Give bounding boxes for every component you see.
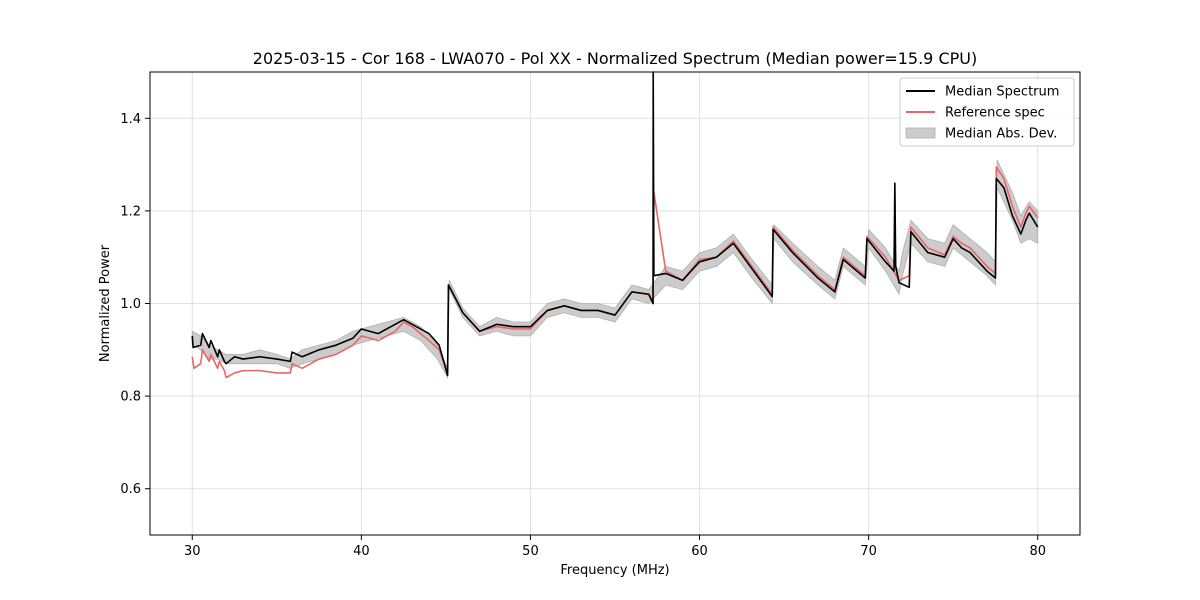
chart-title: 2025-03-15 - Cor 168 - LWA070 - Pol XX -… [253,49,977,68]
x-tick-label: 80 [1029,544,1046,559]
y-tick-label: 0.6 [120,482,141,497]
legend-box [899,77,1075,147]
y-axis: 0.6 0.8 1.0 1.2 1.4 [120,112,150,497]
x-tick-label: 50 [522,544,539,559]
legend-label: Reference spec [945,106,1045,121]
y-tick-label: 1.4 [120,112,141,127]
x-tick-label: 40 [353,544,370,559]
x-axis-label: Frequency (MHz) [560,563,669,578]
x-tick-label: 30 [184,544,201,559]
y-tick-label: 1.2 [120,204,141,219]
plot-area [191,71,1039,380]
legend-swatch [905,127,936,139]
x-axis: 30 40 50 60 70 80 [184,535,1046,559]
x-tick-label: 70 [860,544,877,559]
x-tick-label: 60 [691,544,708,559]
y-tick-label: 1.0 [120,297,141,312]
legend: Median Spectrum Reference spec Median Abs.… [899,77,1075,147]
y-axis-label: Normalized Power [98,244,113,362]
series-median-spectrum [191,71,1039,377]
legend-label: Median Spectrum [945,85,1059,100]
y-tick-label: 0.8 [120,390,141,405]
legend-label: Median Abs. Dev. [945,127,1057,142]
